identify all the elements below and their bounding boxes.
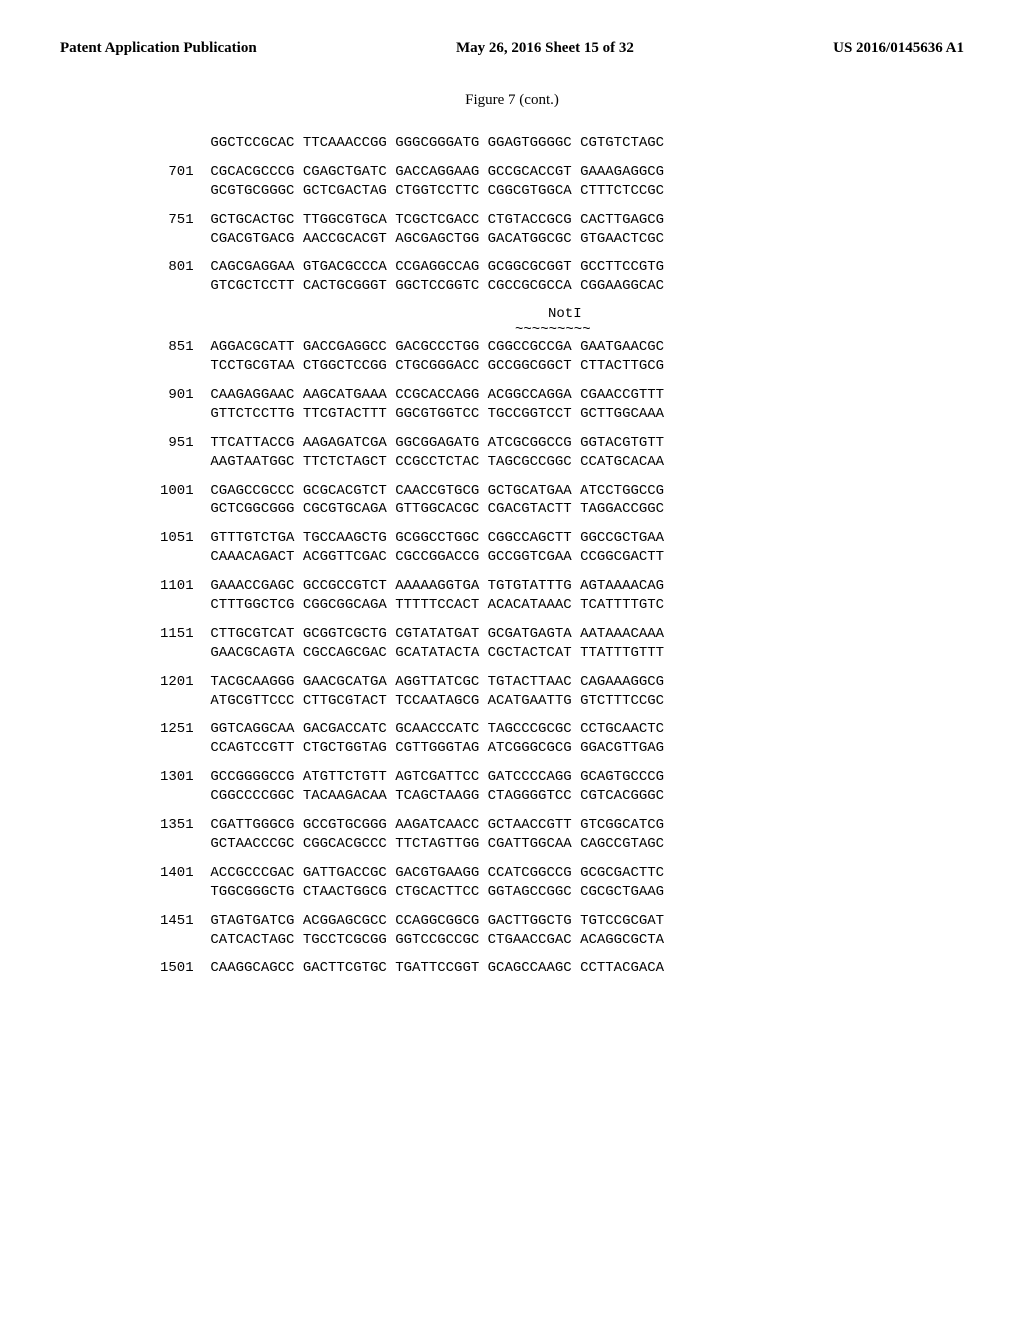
sequence-row-top: 851 AGGACGCATT GACCGAGGCC GACGCCCTGG CGG… <box>160 338 964 357</box>
sequence-row-top: 1201 TACGCAAGGG GAACGCATGA AGGTTATCGC TG… <box>160 673 964 692</box>
sequence-group: 801 CAGCGAGGAA GTGACGCCCA CCGAGGCCAG GCG… <box>60 258 964 296</box>
sequence-row-top: 1301 GCCGGGGCCG ATGTTCTGTT AGTCGATTCC GA… <box>160 768 964 787</box>
sequence-row-bottom: ATGCGTTCCC CTTGCGTACT TCCAATAGCG ACATGAA… <box>160 692 964 711</box>
sequence-row-top: 801 CAGCGAGGAA GTGACGCCCA CCGAGGCCAG GCG… <box>160 258 964 277</box>
sequence-row-bottom: TCCTGCGTAA CTGGCTCCGG CTGCGGGACC GCCGGCG… <box>160 357 964 376</box>
sequence-row-bottom: GTTCTCCTTG TTCGTACTTT GGCGTGGTCC TGCCGGT… <box>160 405 964 424</box>
sequence-row-bottom: CAAACAGACT ACGGTTCGAC CGCCGGACCG GCCGGTC… <box>160 548 964 567</box>
sequence-row-bottom: TGGCGGGCTG CTAACTGGCG CTGCACTTCC GGTAGCC… <box>160 883 964 902</box>
sequence-row-bottom: GTCGCTCCTT CACTGCGGGT GGCTCCGGTC CGCCGCG… <box>160 277 964 296</box>
sequence-group: 1201 TACGCAAGGG GAACGCATGA AGGTTATCGC TG… <box>60 673 964 711</box>
sequence-container: GGCTCCGCAC TTCAAACCGG GGGCGGGATG GGAGTGG… <box>60 134 964 978</box>
header-left: Patent Application Publication <box>60 40 257 57</box>
sequence-row-bottom: GAACGCAGTA CGCCAGCGAC GCATATACTA CGCTACT… <box>160 644 964 663</box>
sequence-row-top: 1501 CAAGGCAGCC GACTTCGTGC TGATTCCGGT GC… <box>160 959 964 978</box>
sequence-group: 1301 GCCGGGGCCG ATGTTCTGTT AGTCGATTCC GA… <box>60 768 964 806</box>
sequence-row-bottom: CGGCCCCGGC TACAAGACAA TCAGCTAAGG CTAGGGG… <box>160 787 964 806</box>
sequence-group: 1351 CGATTGGGCG GCCGTGCGGG AAGATCAACC GC… <box>60 816 964 854</box>
sequence-group: 1151 CTTGCGTCAT GCGGTCGCTG CGTATATGAT GC… <box>60 625 964 663</box>
sequence-group: 1251 GGTCAGGCAA GACGACCATC GCAACCCATC TA… <box>60 720 964 758</box>
sequence-row-bottom: CATCACTAGC TGCCTCGCGG GGTCCGCCGC CTGAACC… <box>160 931 964 950</box>
publication-header: Patent Application Publication May 26, 2… <box>60 40 964 57</box>
sequence-row-top: 751 GCTGCACTGC TTGGCGTGCA TCGCTCGACC CTG… <box>160 211 964 230</box>
sequence-group: 1101 GAAACCGAGC GCCGCCGTCT AAAAAGGTGA TG… <box>60 577 964 615</box>
noti-label: NotI <box>548 306 964 322</box>
sequence-group: GGCTCCGCAC TTCAAACCGG GGGCGGGATG GGAGTGG… <box>60 134 964 153</box>
sequence-row-bottom: GCGTGCGGGC GCTCGACTAG CTGGTCCTTC CGGCGTG… <box>160 182 964 201</box>
sequence-group: 951 TTCATTACCG AAGAGATCGA GGCGGAGATG ATC… <box>60 434 964 472</box>
sequence-row-top: 1151 CTTGCGTCAT GCGGTCGCTG CGTATATGAT GC… <box>160 625 964 644</box>
sequence-group: 901 CAAGAGGAAC AAGCATGAAA CCGCACCAGG ACG… <box>60 386 964 424</box>
header-right: US 2016/0145636 A1 <box>833 40 964 57</box>
sequence-row-top: 1001 CGAGCCGCCC GCGCACGTCT CAACCGTGCG GC… <box>160 482 964 501</box>
sequence-group: 1501 CAAGGCAGCC GACTTCGTGC TGATTCCGGT GC… <box>60 959 964 978</box>
sequence-row-bottom: CTTTGGCTCG CGGCGGCAGA TTTTTCCACT ACACATA… <box>160 596 964 615</box>
sequence-row-top: 951 TTCATTACCG AAGAGATCGA GGCGGAGATG ATC… <box>160 434 964 453</box>
sequence-row-top: 901 CAAGAGGAAC AAGCATGAAA CCGCACCAGG ACG… <box>160 386 964 405</box>
sequence-group: 1001 CGAGCCGCCC GCGCACGTCT CAACCGTGCG GC… <box>60 482 964 520</box>
sequence-group: 1401 ACCGCCCGAC GATTGACCGC GACGTGAAGG CC… <box>60 864 964 902</box>
sequence-group: 751 GCTGCACTGC TTGGCGTGCA TCGCTCGACC CTG… <box>60 211 964 249</box>
sequence-row-bottom: CGACGTGACG AACCGCACGT AGCGAGCTGG GACATGG… <box>160 230 964 249</box>
sequence-row-top: 1251 GGTCAGGCAA GACGACCATC GCAACCCATC TA… <box>160 720 964 739</box>
sequence-row-top: 1351 CGATTGGGCG GCCGTGCGGG AAGATCAACC GC… <box>160 816 964 835</box>
sequence-group: 851 AGGACGCATT GACCGAGGCC GACGCCCTGG CGG… <box>60 338 964 376</box>
noti-tilde: ~~~~~~~~~ <box>515 322 964 338</box>
sequence-row-bottom: AAGTAATGGC TTCTCTAGCT CCGCCTCTAC TAGCGCC… <box>160 453 964 472</box>
sequence-group: 701 CGCACGCCCG CGAGCTGATC GACCAGGAAG GCC… <box>60 163 964 201</box>
sequence-row-bottom: GCTCGGCGGG CGCGTGCAGA GTTGGCACGC CGACGTA… <box>160 500 964 519</box>
sequence-row-top: 1401 ACCGCCCGAC GATTGACCGC GACGTGAAGG CC… <box>160 864 964 883</box>
sequence-group: 1051 GTTTGTCTGA TGCCAAGCTG GCGGCCTGGC CG… <box>60 529 964 567</box>
header-center: May 26, 2016 Sheet 15 of 32 <box>456 40 634 57</box>
sequence-row-bottom: CCAGTCCGTT CTGCTGGTAG CGTTGGGTAG ATCGGGC… <box>160 739 964 758</box>
sequence-row-top: 701 CGCACGCCCG CGAGCTGATC GACCAGGAAG GCC… <box>160 163 964 182</box>
sequence-row-top: 1451 GTAGTGATCG ACGGAGCGCC CCAGGCGGCG GA… <box>160 912 964 931</box>
sequence-row-top: 1051 GTTTGTCTGA TGCCAAGCTG GCGGCCTGGC CG… <box>160 529 964 548</box>
figure-title: Figure 7 (cont.) <box>60 92 964 109</box>
sequence-row-top: 1101 GAAACCGAGC GCCGCCGTCT AAAAAGGTGA TG… <box>160 577 964 596</box>
sequence-row-bottom: GCTAACCCGC CGGCACGCCC TTCTAGTTGG CGATTGG… <box>160 835 964 854</box>
sequence-group: 1451 GTAGTGATCG ACGGAGCGCC CCAGGCGGCG GA… <box>60 912 964 950</box>
sequence-row-top: GGCTCCGCAC TTCAAACCGG GGGCGGGATG GGAGTGG… <box>160 134 964 153</box>
